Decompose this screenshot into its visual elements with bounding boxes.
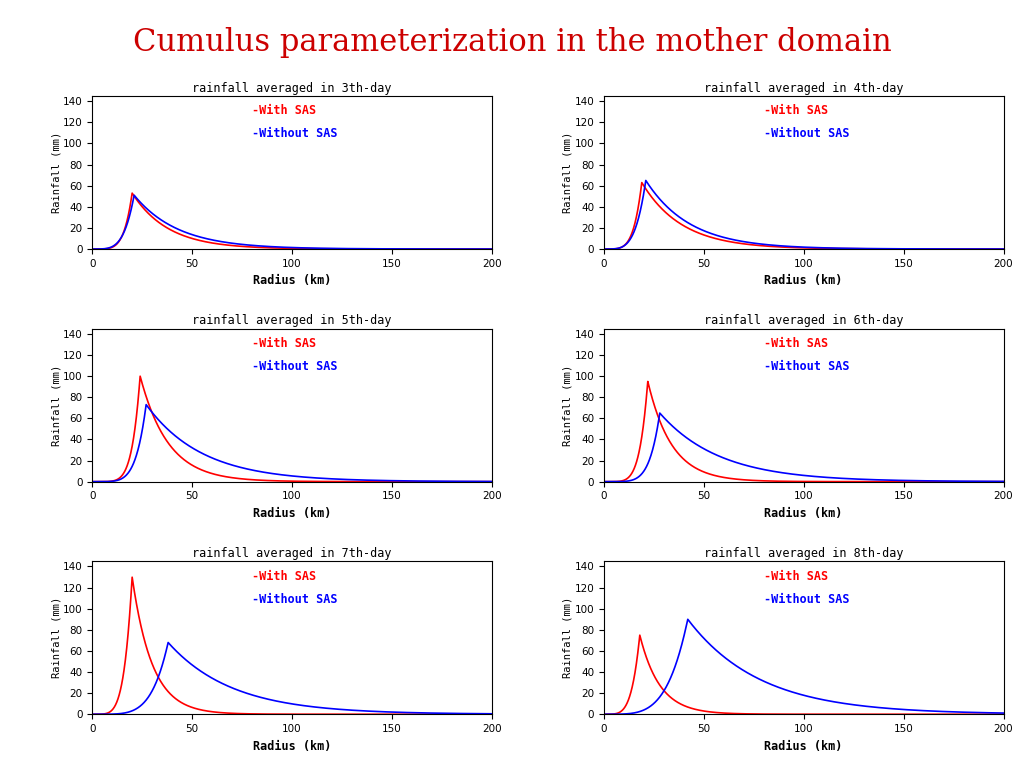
X-axis label: Radius (km): Radius (km)	[765, 740, 843, 753]
X-axis label: Radius (km): Radius (km)	[765, 507, 843, 520]
Text: -With SAS: -With SAS	[252, 570, 316, 583]
Title: rainfall averaged in 3th-day: rainfall averaged in 3th-day	[193, 82, 392, 94]
Text: -With SAS: -With SAS	[764, 337, 827, 350]
X-axis label: Radius (km): Radius (km)	[765, 274, 843, 287]
Text: -With SAS: -With SAS	[764, 570, 827, 583]
Text: -With SAS: -With SAS	[764, 104, 827, 118]
Title: rainfall averaged in 7th-day: rainfall averaged in 7th-day	[193, 547, 392, 560]
X-axis label: Radius (km): Radius (km)	[253, 507, 331, 520]
Y-axis label: Rainfall (mm): Rainfall (mm)	[51, 132, 61, 214]
Text: -With SAS: -With SAS	[252, 104, 316, 118]
Title: rainfall averaged in 6th-day: rainfall averaged in 6th-day	[703, 314, 903, 327]
X-axis label: Radius (km): Radius (km)	[253, 740, 331, 753]
Title: rainfall averaged in 4th-day: rainfall averaged in 4th-day	[703, 82, 903, 94]
Text: -Without SAS: -Without SAS	[252, 593, 338, 605]
Text: -Without SAS: -Without SAS	[764, 127, 849, 141]
Y-axis label: Rainfall (mm): Rainfall (mm)	[563, 597, 573, 678]
Y-axis label: Rainfall (mm): Rainfall (mm)	[51, 597, 61, 678]
Y-axis label: Rainfall (mm): Rainfall (mm)	[51, 365, 61, 445]
Text: -Without SAS: -Without SAS	[252, 360, 338, 373]
Title: rainfall averaged in 8th-day: rainfall averaged in 8th-day	[703, 547, 903, 560]
Text: -Without SAS: -Without SAS	[252, 127, 338, 141]
Text: -With SAS: -With SAS	[252, 337, 316, 350]
Y-axis label: Rainfall (mm): Rainfall (mm)	[563, 365, 573, 445]
Text: Cumulus parameterization in the mother domain: Cumulus parameterization in the mother d…	[133, 27, 891, 58]
Text: -Without SAS: -Without SAS	[764, 360, 849, 373]
X-axis label: Radius (km): Radius (km)	[253, 274, 331, 287]
Y-axis label: Rainfall (mm): Rainfall (mm)	[563, 132, 573, 214]
Title: rainfall averaged in 5th-day: rainfall averaged in 5th-day	[193, 314, 392, 327]
Text: -Without SAS: -Without SAS	[764, 593, 849, 605]
